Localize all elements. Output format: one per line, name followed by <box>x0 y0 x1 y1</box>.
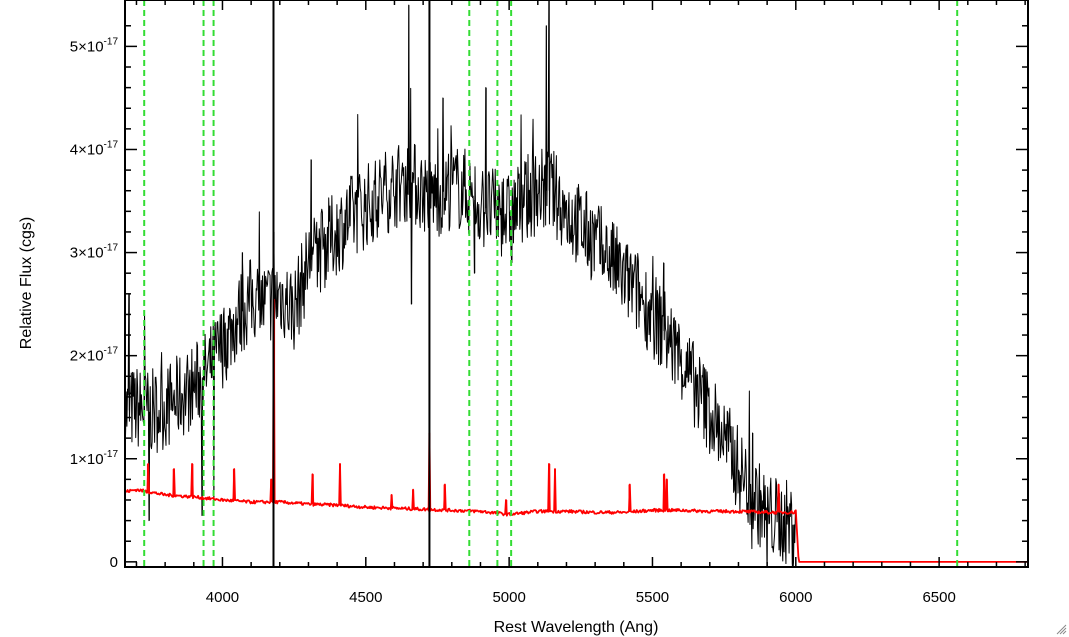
y-tick-mantissa: 4×10 <box>70 141 104 158</box>
x-axis-title: Rest Wavelength (Ang) <box>494 619 659 636</box>
y-tick-mantissa: 1×10 <box>70 451 104 468</box>
tick-layer: 4000 4500 5000 5500 6000 650001×10-172×10-173… <box>70 0 1028 606</box>
y-tick-label: 0 <box>110 554 118 571</box>
y-tick-exponent: -17 <box>104 346 119 357</box>
y-axis-title: Relative Flux (cgs) <box>18 217 35 349</box>
y-tick-exponent: -17 <box>104 139 119 150</box>
y-tick-label: 3×10-17 <box>70 243 119 262</box>
x-tick-label: 4500 <box>349 589 382 606</box>
y-tick-mantissa: 3×10 <box>70 245 104 262</box>
x-tick-label: 5000 <box>492 589 525 606</box>
axes-layer <box>124 0 1029 568</box>
resize-grip-icon[interactable] <box>1055 623 1067 635</box>
y-tick-mantissa: 0 <box>110 554 118 571</box>
y-tick-exponent: -17 <box>104 449 119 460</box>
y-tick-label: 5×10-17 <box>70 36 119 55</box>
series-line-1 <box>125 298 1028 563</box>
plot-frame <box>124 0 1029 568</box>
y-tick-label: 4×10-17 <box>70 139 119 158</box>
x-tick-label: 6500 <box>922 589 955 606</box>
x-tick-label: 5500 <box>636 589 669 606</box>
y-tick-mantissa: 2×10 <box>70 348 104 365</box>
series-layer <box>125 0 1028 567</box>
y-tick-mantissa: 5×10 <box>70 38 104 55</box>
x-tick-label: 6000 <box>779 589 812 606</box>
y-tick-exponent: -17 <box>104 243 119 254</box>
x-tick-label: 4000 <box>206 589 239 606</box>
y-tick-exponent: -17 <box>104 36 119 47</box>
line-marker-layer <box>143 0 959 567</box>
plot-area <box>125 0 1028 567</box>
series-line-0 <box>125 0 796 567</box>
y-tick-label: 1×10-17 <box>70 449 119 468</box>
y-tick-label: 2×10-17 <box>70 346 119 365</box>
